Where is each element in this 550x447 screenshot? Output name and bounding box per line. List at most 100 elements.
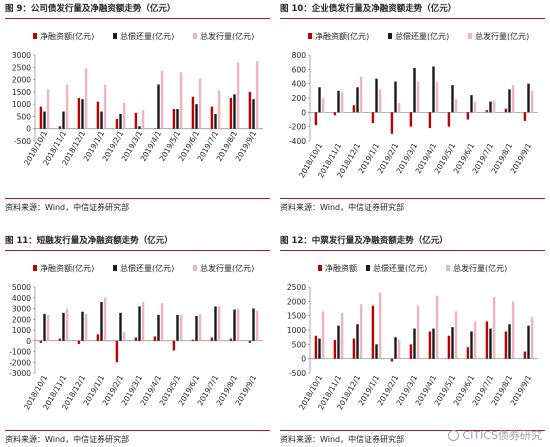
bar — [236, 62, 240, 129]
legend-label: 总发行量(亿元) — [453, 263, 507, 273]
legend-label: 总发行量(亿元) — [475, 31, 529, 41]
bar — [435, 82, 439, 113]
panel-short-term-financing: 图 11：短融发行量及净融资额走势（亿元） 净融资额(亿元) 总偿还量(亿元) 总发… — [5, 234, 270, 444]
y-tick-label: 0 — [26, 337, 31, 346]
source-divider — [5, 198, 270, 199]
bar — [337, 325, 340, 359]
bar — [100, 302, 103, 341]
bar — [527, 83, 530, 113]
bar — [252, 308, 255, 341]
bar — [141, 110, 145, 129]
legend-swatch — [113, 265, 117, 271]
bar — [451, 85, 454, 113]
corporate-bond-chart: 净融资额(亿元) 总偿还量(亿元) 总发行量(亿元) -500 0 500 1000 1500… — [12, 31, 263, 167]
bar — [397, 103, 401, 113]
bar — [179, 314, 183, 341]
bar — [198, 313, 202, 341]
bar — [214, 113, 217, 129]
legend-swatch — [193, 33, 197, 39]
bar — [394, 81, 397, 113]
bar — [466, 347, 470, 359]
y-tick-label: -500 — [289, 369, 306, 378]
bar — [508, 89, 511, 113]
bar — [523, 112, 527, 121]
bar — [394, 337, 397, 359]
bar — [318, 338, 321, 359]
bar — [371, 112, 375, 124]
y-tick-label: 1000 — [12, 100, 31, 109]
bar — [340, 92, 344, 113]
medium-term-note-chart: 净融资额 总偿还量(亿元) 总发行量(亿元) -500 0 500 1000 1500 2000… — [287, 263, 538, 411]
bar — [432, 328, 435, 359]
chart-title: 图 12：中票发行量及净融资额走势（亿元） — [280, 236, 448, 246]
bar — [160, 70, 164, 129]
bar — [229, 98, 233, 129]
bar — [46, 314, 50, 341]
bar — [210, 106, 214, 129]
bar — [103, 297, 107, 341]
legend-label: 总发行量(亿元) — [200, 263, 254, 273]
bar — [432, 66, 435, 113]
bar — [172, 109, 176, 129]
bar — [523, 351, 527, 359]
y-tick-label: -3000 — [9, 369, 31, 378]
legend-label: 净融资额(亿元) — [40, 31, 94, 41]
bar — [176, 109, 179, 129]
bar — [454, 99, 458, 113]
bar — [115, 118, 119, 129]
bar — [508, 324, 511, 359]
y-tick-label: 2000 — [287, 297, 306, 306]
y-tick-label: 5000 — [12, 283, 31, 292]
bar — [409, 112, 413, 127]
bar — [65, 84, 69, 129]
bar — [134, 112, 138, 129]
y-tick-label: 0 — [301, 355, 306, 364]
bar — [447, 335, 451, 359]
bar — [77, 340, 81, 344]
bar — [337, 90, 340, 113]
bar — [172, 340, 176, 351]
bar — [511, 85, 515, 113]
bar — [492, 297, 496, 359]
watermark: CITICS债券研究 — [448, 427, 542, 443]
bar — [470, 95, 473, 113]
panel-corporate-bond: 图 9：公司债发行量及净融资额走势（亿元） 净融资额(亿元) 总偿还量(亿元) 总发… — [5, 2, 270, 212]
panel-enterprise-bond: 图 10：企业债发行量及净融资额走势（亿元） 净融资额(亿元) 总偿还量(亿元) 总… — [280, 2, 545, 212]
bar — [352, 105, 356, 113]
short-term-financing-chart: 净融资额(亿元) 总偿还量(亿元) 总发行量(亿元) -3000 -2000-1000 0… — [9, 263, 263, 411]
title-divider — [5, 18, 270, 19]
bar — [81, 99, 84, 129]
bar — [43, 111, 46, 129]
bar — [248, 91, 252, 129]
y-tick-label: 2500 — [12, 63, 31, 72]
bar — [84, 313, 88, 341]
bar — [46, 89, 50, 129]
legend-label: 总偿还量(亿元) — [373, 263, 427, 273]
y-tick-label: -2000 — [9, 358, 31, 367]
bar — [210, 337, 214, 341]
bar — [466, 112, 470, 120]
bar — [416, 81, 420, 113]
title-divider — [280, 250, 545, 251]
bar — [321, 311, 325, 359]
bar — [252, 99, 255, 129]
y-tick-label: 600 — [292, 65, 307, 74]
bar — [504, 331, 508, 359]
bar — [318, 87, 321, 113]
bar — [138, 306, 141, 341]
bar — [340, 312, 344, 359]
y-tick-label: 3000 — [12, 51, 31, 60]
bar — [96, 101, 100, 129]
y-tick-label: 4000 — [12, 294, 31, 303]
bar — [236, 308, 240, 341]
bar — [428, 331, 432, 359]
bar — [39, 340, 43, 343]
bar — [195, 316, 198, 341]
y-tick-label: 200 — [292, 94, 307, 103]
y-tick-label: 2000 — [12, 315, 31, 324]
legend-swatch — [446, 265, 450, 271]
y-tick-label: 500 — [292, 340, 307, 349]
bar — [217, 90, 221, 129]
bar — [489, 328, 492, 359]
source-note: 资料来源：Wind，中信证券研究部 — [5, 203, 130, 212]
